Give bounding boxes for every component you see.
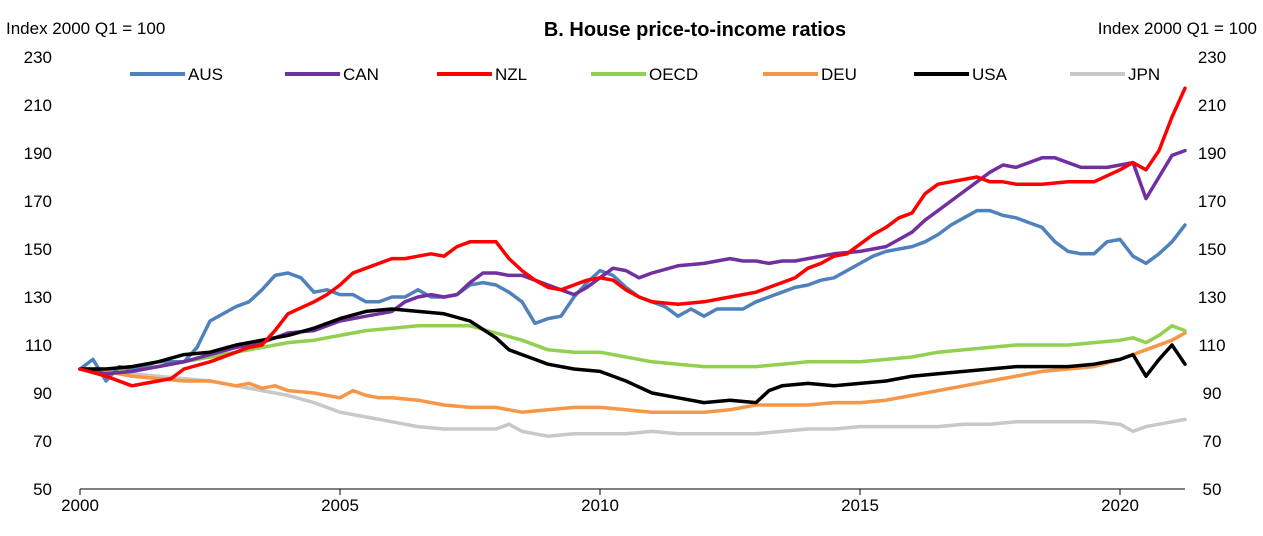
series-line-jpn <box>78 367 1187 438</box>
y-tick-label-left: 130 <box>24 288 52 307</box>
chart-title: B. House price-to-income ratios <box>544 19 846 41</box>
legend-label-deu: DEU <box>821 65 857 84</box>
y-tick-label-left: 170 <box>24 192 52 211</box>
y-tick-label-left: 50 <box>33 480 52 499</box>
y-tick-label-right: 230 <box>1198 48 1226 67</box>
y-tick-label-left: 210 <box>24 96 52 115</box>
legend-label-jpn: JPN <box>1128 65 1160 84</box>
y-tick-label-right: 210 <box>1198 96 1226 115</box>
series-line-usa <box>78 307 1187 405</box>
x-tick-label: 2015 <box>841 496 879 515</box>
legend-label-usa: USA <box>972 65 1008 84</box>
x-tick-label: 2005 <box>321 496 359 515</box>
y-tick-label-right: 170 <box>1198 192 1226 211</box>
axes-layer: 50 50 70 70 90 90 110 110 130 130 150 150 170 170 190 1… <box>24 48 1227 515</box>
legend-label-nzl: NZL <box>495 65 527 84</box>
y-tick-label-right: 90 <box>1203 384 1222 403</box>
y-tick-label-right: 130 <box>1198 288 1226 307</box>
y-tick-label-left: 190 <box>24 144 52 163</box>
y-tick-label-right: 70 <box>1203 432 1222 451</box>
y-tick-label-left: 70 <box>33 432 52 451</box>
x-tick-label: 2000 <box>61 496 99 515</box>
legend-label-oecd: OECD <box>649 65 698 84</box>
series-line-can <box>78 148 1187 376</box>
x-tick-label: 2020 <box>1101 496 1139 515</box>
series-line-oecd <box>78 324 1187 371</box>
y-tick-label-right: 150 <box>1198 240 1226 259</box>
y-tick-label-right: 50 <box>1203 480 1222 499</box>
y-tick-label-left: 150 <box>24 240 52 259</box>
y-tick-label-left: 230 <box>24 48 52 67</box>
left-axis-unit-label: Index 2000 Q1 = 100 <box>6 19 165 38</box>
y-tick-label-left: 90 <box>33 384 52 403</box>
x-tick-label: 2010 <box>581 496 619 515</box>
y-tick-label-right: 190 <box>1198 144 1226 163</box>
y-tick-label-right: 110 <box>1198 336 1225 355</box>
y-tick-label-left: 110 <box>25 336 52 355</box>
series-line-nzl <box>78 86 1187 388</box>
series-line-deu <box>78 331 1187 414</box>
legend: AUS CAN NZL OECD DEU USA JPN <box>130 65 1160 84</box>
right-axis-unit-label: Index 2000 Q1 = 100 <box>1098 19 1257 38</box>
legend-label-can: CAN <box>343 65 379 84</box>
series-layer <box>78 86 1187 438</box>
legend-label-aus: AUS <box>188 65 223 84</box>
series-line-aus <box>78 208 1187 383</box>
